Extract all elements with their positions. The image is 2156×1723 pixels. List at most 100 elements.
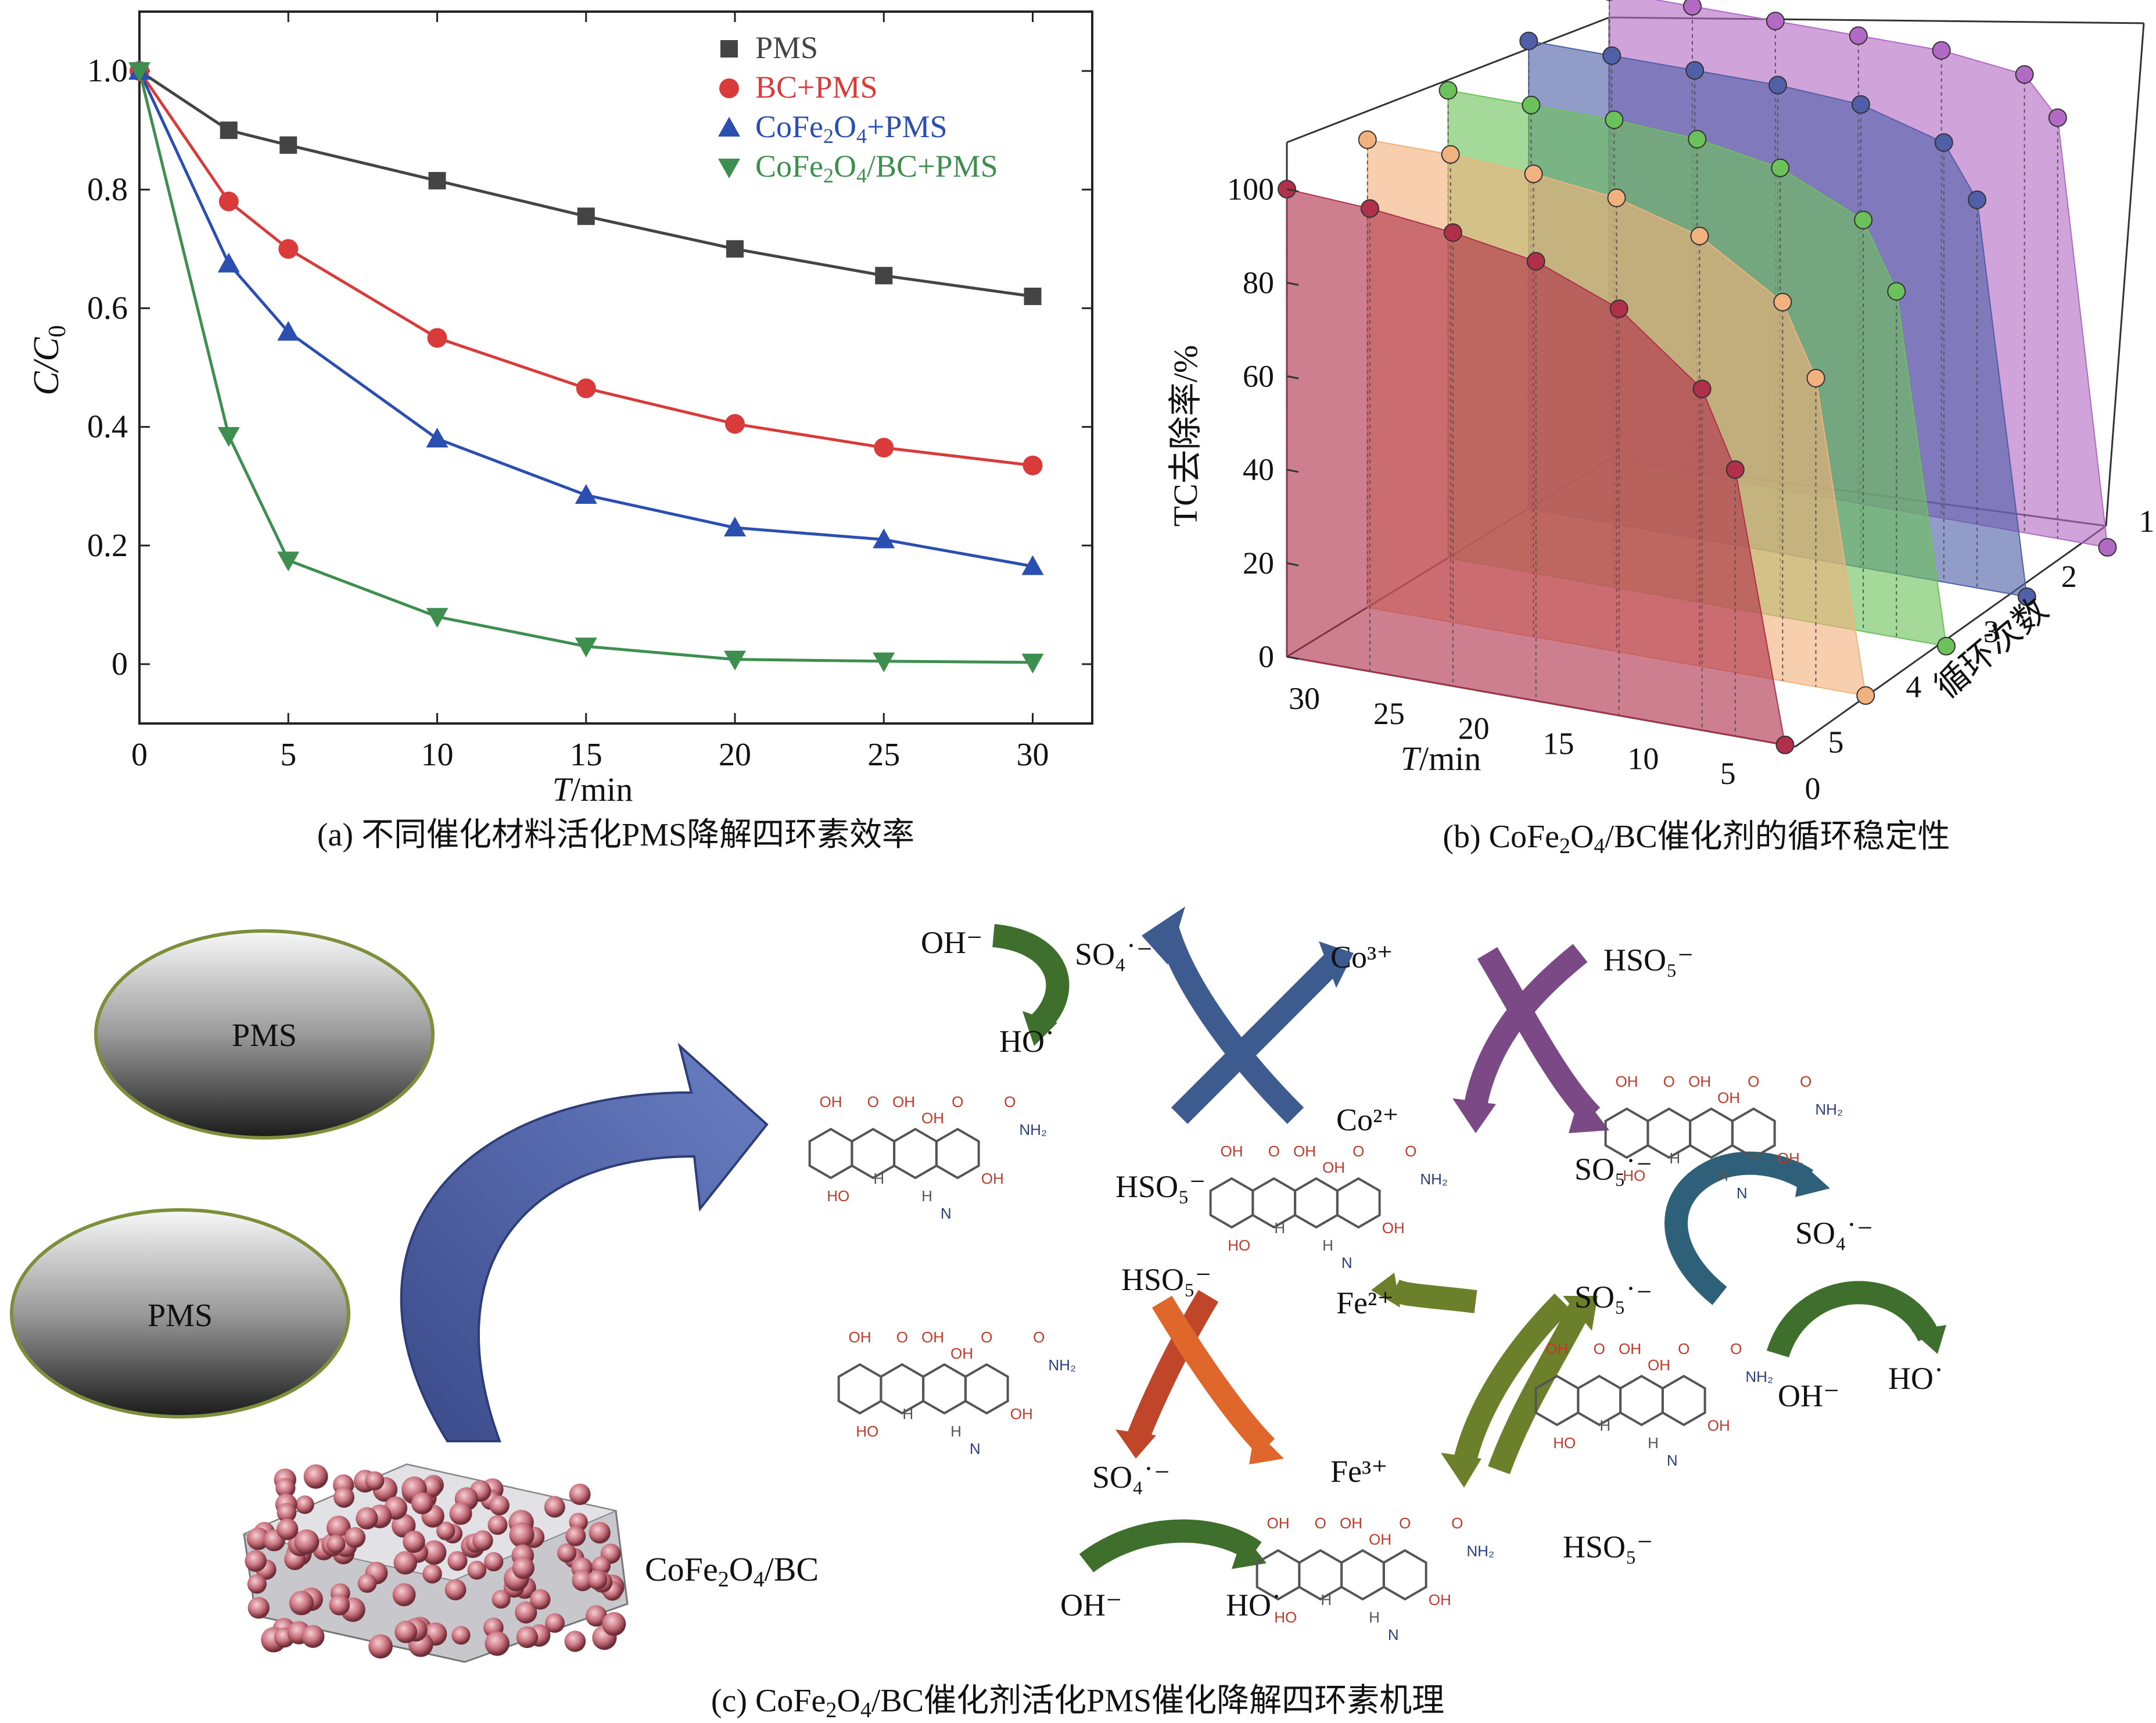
oh-to-ho-arrow-top xyxy=(992,924,1070,1031)
chart-a-point xyxy=(724,650,746,671)
chart-a-point xyxy=(277,321,300,341)
chart-a-point xyxy=(220,121,238,139)
chart-a-point xyxy=(128,62,150,83)
chart-b-z-tick-label: 2 xyxy=(2061,559,2077,594)
chart-b-x-tick-label: 30 xyxy=(1289,681,1320,716)
species-label-hso5-top-right: HSO₅⁻ xyxy=(1603,943,1694,977)
molecule-atom-label: N xyxy=(1667,1452,1678,1469)
chart-a-y-tick-label: 0 xyxy=(112,646,128,682)
chart-b-point xyxy=(1849,26,1868,45)
chart-a-point xyxy=(217,252,240,273)
chart-a-point xyxy=(278,239,299,259)
molecule-atom-label: OH xyxy=(950,1345,973,1362)
oh-to-ho-arrowhead-bottom xyxy=(1232,1534,1267,1569)
species-label-so4-top: SO₄˙⁻ xyxy=(1075,937,1153,972)
molecule-atom-label: HO xyxy=(856,1423,878,1440)
chart-b-y-tick xyxy=(1286,375,1299,379)
chart-a-point xyxy=(218,191,239,212)
fe-cycle-arrowhead-2 xyxy=(1249,1430,1284,1464)
molecule-atom-label: N xyxy=(1341,1254,1353,1271)
chart-a-x-tick-label: 30 xyxy=(1017,737,1049,773)
big-curved-arrow xyxy=(400,1043,769,1442)
chart-a-point xyxy=(875,267,893,285)
molecule-atom-label: NH₂ xyxy=(1048,1356,1076,1374)
chart-a-point xyxy=(426,428,449,447)
chart-b-x-tick-label: 25 xyxy=(1373,696,1405,731)
chart-a-x-tick-label: 10 xyxy=(421,737,454,773)
species-label-hso5-mid-left: HSO₅⁻ xyxy=(1115,1169,1206,1204)
so5-arrowhead-2 xyxy=(1563,1296,1598,1331)
chart-b-point xyxy=(1526,252,1545,271)
species-label-so4-right: SO₄˙⁻ xyxy=(1795,1216,1873,1251)
molecule-atom-label: N xyxy=(970,1440,981,1457)
co-cycle-arrow-1 xyxy=(1156,926,1304,1124)
molecule-atom-label: H xyxy=(1274,1219,1285,1237)
chart-b-point xyxy=(1851,95,1870,114)
chart-b-point xyxy=(1934,133,1953,152)
chart-a-point xyxy=(1023,455,1043,475)
species-label-so4-bottom: SO₄˙⁻ xyxy=(1092,1460,1170,1495)
chart-a-point xyxy=(1024,288,1042,305)
molecule-atom-label: HO xyxy=(1553,1434,1576,1452)
chart-a-plot-frame xyxy=(138,10,1093,725)
chart-a-point xyxy=(718,117,740,137)
molecule-atom-label: OH xyxy=(1777,1149,1800,1167)
chart-b-point xyxy=(2015,65,2034,84)
chart-a-series-line xyxy=(138,70,1033,664)
chart-b-point xyxy=(1775,735,1795,754)
chart-b-x-tick-label: 10 xyxy=(1627,741,1659,776)
molecule-atom-label: N xyxy=(1737,1184,1748,1202)
chart-a-x-tick-label: 20 xyxy=(719,737,751,773)
molecule-atom-label: H xyxy=(902,1405,913,1423)
molecule-atom-label: O xyxy=(1033,1328,1045,1346)
chart-a-point xyxy=(874,438,894,458)
chart-b-point xyxy=(1725,460,1745,479)
hso5-arrowhead-1 xyxy=(1452,1098,1496,1133)
molecule-atom-label: OH xyxy=(1010,1405,1033,1423)
chart-b-point xyxy=(1692,379,1712,399)
chart-b-point xyxy=(2048,108,2067,127)
chart-b-point xyxy=(1968,190,1986,209)
chart-b-y-tick-label: 0 xyxy=(1258,639,1274,674)
molecule-atom-label: O xyxy=(1678,1340,1689,1357)
chart-a-point xyxy=(1021,555,1044,575)
chart-b-x-tick-label: 0 xyxy=(1805,771,1821,806)
chart-b-point xyxy=(1806,368,1825,388)
molecule-atom-label: HO xyxy=(1623,1167,1645,1184)
chart-b-point xyxy=(1771,158,1790,177)
molecule-atom-label: OH xyxy=(1616,1073,1638,1090)
molecule-atom-label: HO xyxy=(1228,1237,1250,1254)
fe-cycle-arrowhead-1 xyxy=(1115,1430,1156,1459)
chart-a-point xyxy=(428,171,446,189)
chart-b-box-edge xyxy=(1286,16,1610,144)
chart-a-legend-label: CoFe2O4/BC+PMS xyxy=(755,149,998,187)
fe-cycle-arrow-1 xyxy=(1128,1289,1219,1440)
chart-b-y-tick-label: 20 xyxy=(1243,546,1274,581)
chart-a-series-line xyxy=(138,70,1033,568)
chart-a-point xyxy=(277,551,300,572)
chart-a-y-tick-label: 0.4 xyxy=(87,409,128,445)
chart-b-point xyxy=(1685,61,1705,80)
catalyst-label: CoFe2O4/BC xyxy=(645,1550,819,1592)
species-label-co2: Co²⁺ xyxy=(1336,1102,1399,1137)
chart-a-y-axis-label: C/C0 xyxy=(27,325,71,396)
chart-b-point xyxy=(1602,46,1622,65)
molecule-atom-label: OH xyxy=(1717,1089,1740,1106)
molecule-atom-label: O xyxy=(1004,1093,1016,1111)
chart-a-point xyxy=(426,608,449,628)
chart-b-y-axis-label: TC去除率/% xyxy=(1167,345,1204,527)
molecule-atom-label: OH xyxy=(1369,1531,1391,1548)
species-label-so5-right: SO₅˙⁻ xyxy=(1574,1152,1652,1187)
molecule-atom-label: NH₂ xyxy=(1466,1542,1494,1560)
chart-a-x-tick-label: 25 xyxy=(867,737,900,773)
so5-arrowhead-1 xyxy=(1441,1453,1481,1488)
molecule-atom-label: OH xyxy=(1707,1417,1730,1434)
fe2-arrow xyxy=(1389,1279,1477,1313)
chart-b-point xyxy=(1358,130,1377,149)
chart-b-cycle-plane xyxy=(1278,180,1795,754)
svg-text:PMS: PMS xyxy=(148,1298,213,1334)
chart-b-y-tick xyxy=(1286,562,1299,567)
chart-b-box-edge xyxy=(2105,23,2145,526)
molecule-atom-label: OH xyxy=(921,1109,944,1127)
